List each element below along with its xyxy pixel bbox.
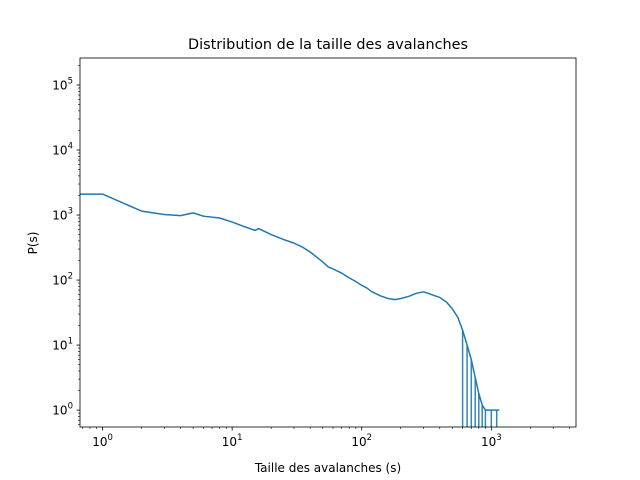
series-tail-noise	[461, 330, 498, 427]
y-tick-label: 101	[52, 337, 73, 353]
x-tick-label: 103	[481, 433, 502, 449]
y-tick-label: 104	[52, 142, 73, 158]
axis-ticks: 100 101 102 103 100 101 102 103 104 105	[52, 65, 570, 449]
y-tick-label: 100	[52, 402, 73, 418]
y-tick-label: 103	[52, 207, 73, 223]
y-tick-label: 102	[52, 272, 73, 288]
x-tick-label: 102	[351, 433, 372, 449]
chart-title: Distribution de la taille des avalanches	[188, 37, 468, 53]
series-line-0	[80, 193, 500, 411]
axes-frame	[79, 57, 577, 428]
x-axis-label: Taille des avalanches (s)	[254, 461, 401, 475]
y-tick-label: 105	[52, 76, 73, 92]
y-axis-label: P(s)	[26, 232, 40, 255]
x-tick-label: 101	[222, 433, 243, 449]
plot-area	[80, 193, 500, 427]
x-tick-label: 100	[92, 433, 113, 449]
